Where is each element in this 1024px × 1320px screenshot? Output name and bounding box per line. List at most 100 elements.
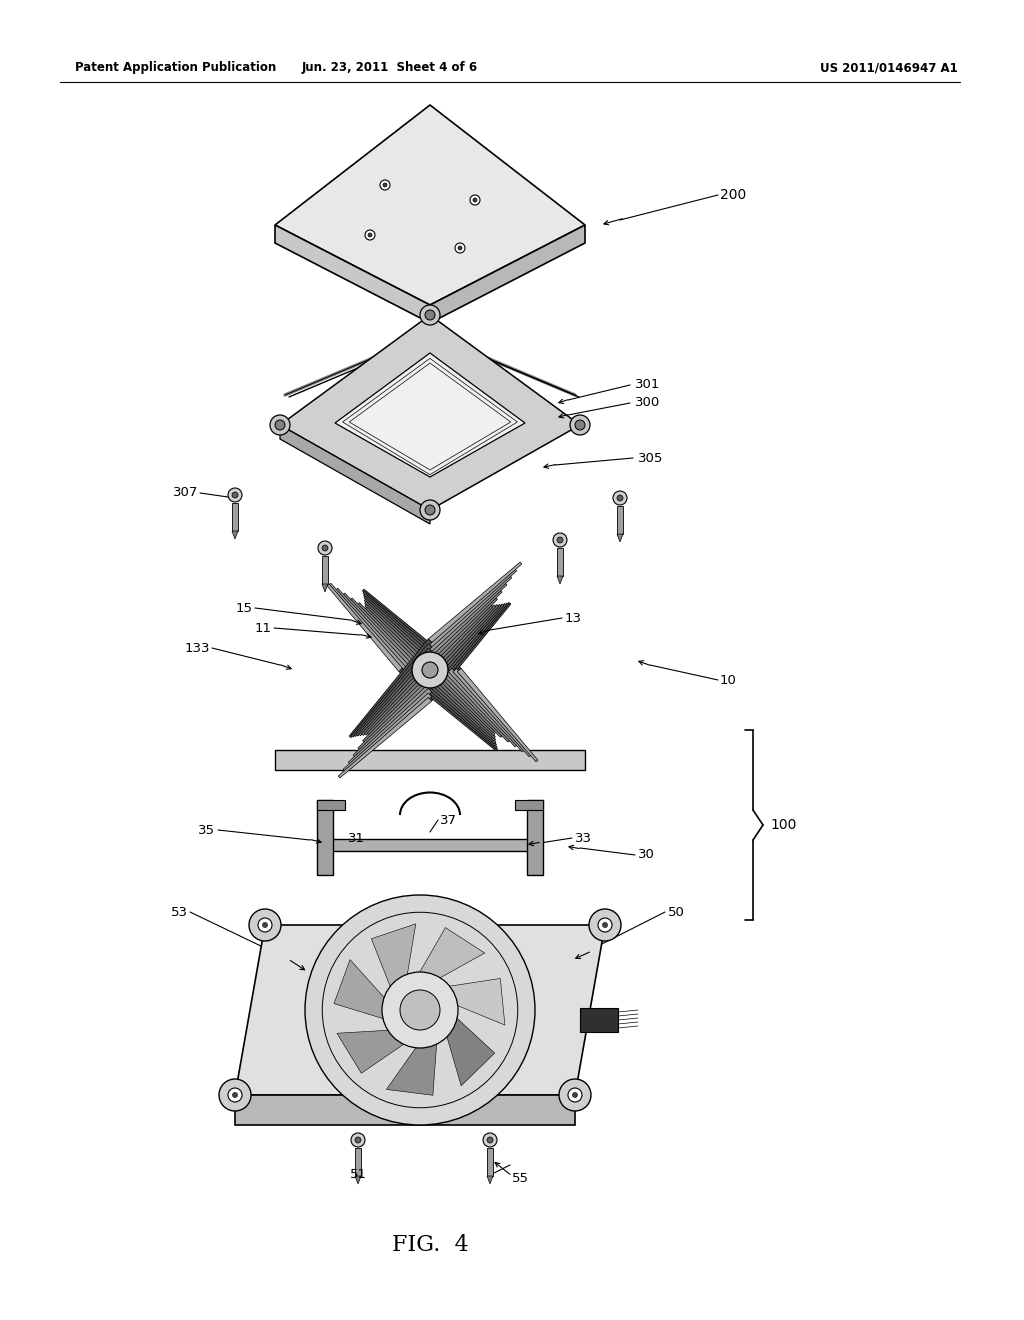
Polygon shape [557, 548, 563, 576]
Polygon shape [355, 1176, 361, 1184]
Polygon shape [317, 800, 345, 810]
Polygon shape [362, 675, 432, 742]
Text: 33: 33 [575, 832, 592, 845]
Circle shape [412, 652, 449, 688]
Polygon shape [336, 589, 412, 672]
Polygon shape [413, 668, 496, 743]
Polygon shape [428, 603, 506, 692]
Polygon shape [338, 697, 432, 777]
Polygon shape [557, 576, 563, 583]
Circle shape [232, 1092, 238, 1098]
Circle shape [613, 491, 627, 506]
Polygon shape [322, 583, 328, 591]
Circle shape [318, 541, 332, 554]
Text: 13: 13 [565, 611, 582, 624]
Text: 50: 50 [668, 906, 685, 919]
Polygon shape [365, 602, 438, 672]
Polygon shape [337, 1030, 422, 1073]
Polygon shape [386, 1023, 438, 1096]
Text: 307: 307 [173, 487, 198, 499]
Text: 11: 11 [255, 622, 272, 635]
Circle shape [322, 545, 328, 550]
Circle shape [559, 1078, 591, 1111]
Circle shape [575, 420, 585, 430]
Polygon shape [343, 693, 432, 771]
Text: 100: 100 [770, 818, 797, 832]
Text: 15: 15 [236, 602, 253, 615]
Circle shape [598, 917, 612, 932]
Text: 51: 51 [349, 1168, 367, 1181]
Circle shape [228, 1088, 242, 1102]
Polygon shape [362, 591, 457, 672]
Polygon shape [428, 598, 498, 665]
Polygon shape [349, 639, 432, 738]
Text: 300: 300 [635, 396, 660, 409]
Polygon shape [357, 603, 425, 672]
Polygon shape [453, 668, 531, 756]
Polygon shape [617, 535, 623, 543]
Polygon shape [275, 106, 585, 305]
Polygon shape [322, 556, 328, 583]
Text: 30: 30 [638, 849, 655, 862]
Text: 37: 37 [440, 813, 457, 826]
Polygon shape [428, 605, 501, 682]
Polygon shape [430, 668, 495, 733]
Polygon shape [353, 684, 432, 756]
Polygon shape [487, 1176, 493, 1184]
Polygon shape [515, 800, 543, 810]
Circle shape [262, 921, 268, 928]
Polygon shape [361, 661, 432, 735]
Polygon shape [334, 960, 403, 1024]
Circle shape [425, 310, 435, 319]
Text: Jun. 23, 2011  Sheet 4 of 6: Jun. 23, 2011 Sheet 4 of 6 [302, 62, 478, 74]
Polygon shape [428, 605, 496, 675]
Circle shape [258, 917, 272, 932]
Circle shape [219, 1078, 251, 1111]
Circle shape [470, 195, 480, 205]
Polygon shape [428, 562, 522, 643]
Circle shape [458, 246, 462, 249]
Polygon shape [358, 680, 432, 750]
Polygon shape [417, 668, 496, 742]
Polygon shape [335, 352, 525, 477]
Text: 55: 55 [512, 1172, 529, 1184]
Polygon shape [280, 425, 430, 524]
Circle shape [420, 500, 440, 520]
Polygon shape [409, 668, 497, 746]
Circle shape [355, 1137, 361, 1143]
Circle shape [483, 1133, 497, 1147]
Polygon shape [358, 657, 432, 735]
Circle shape [365, 230, 375, 240]
Polygon shape [428, 590, 502, 660]
Text: 10: 10 [720, 673, 737, 686]
Polygon shape [275, 224, 430, 323]
Polygon shape [458, 668, 538, 762]
Polygon shape [330, 840, 530, 851]
Polygon shape [343, 593, 416, 672]
Circle shape [270, 414, 290, 436]
Circle shape [487, 1137, 493, 1143]
Circle shape [400, 990, 440, 1030]
Polygon shape [368, 671, 432, 735]
Circle shape [473, 198, 477, 202]
Circle shape [275, 420, 285, 430]
Circle shape [602, 921, 608, 928]
Circle shape [570, 414, 590, 436]
Polygon shape [232, 531, 238, 539]
Polygon shape [428, 576, 512, 652]
Polygon shape [449, 668, 524, 752]
Polygon shape [365, 667, 432, 735]
Polygon shape [350, 598, 421, 672]
Polygon shape [372, 924, 416, 1007]
Circle shape [351, 1133, 365, 1147]
Circle shape [553, 533, 567, 546]
Polygon shape [409, 928, 484, 991]
Text: 35: 35 [198, 824, 215, 837]
Polygon shape [323, 578, 402, 672]
Polygon shape [617, 506, 623, 535]
Polygon shape [329, 583, 408, 672]
Polygon shape [232, 503, 238, 531]
Polygon shape [428, 569, 517, 647]
Polygon shape [365, 599, 443, 672]
Polygon shape [351, 644, 432, 737]
